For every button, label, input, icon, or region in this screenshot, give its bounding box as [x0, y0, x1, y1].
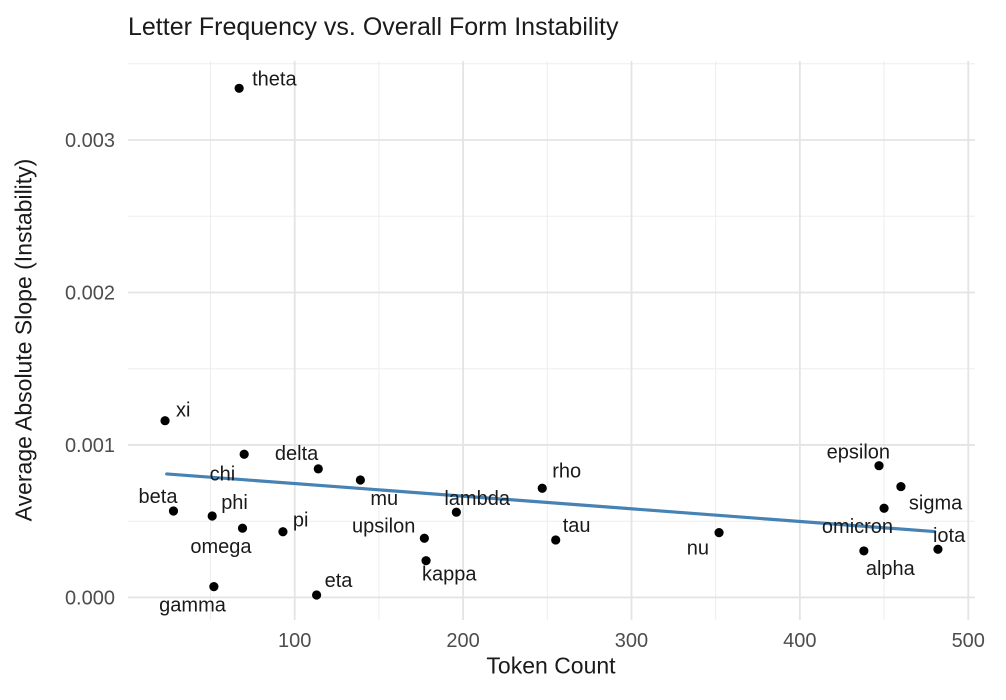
data-point — [207, 511, 217, 521]
data-point — [419, 533, 429, 543]
y-tick-label: 0.003 — [65, 130, 115, 152]
data-point — [551, 535, 561, 545]
point-label: omicron — [822, 516, 893, 538]
x-tick-label: 400 — [783, 630, 816, 652]
point-label: alpha — [866, 558, 916, 580]
point-label: rho — [552, 460, 581, 482]
trend-line — [165, 472, 937, 534]
x-axis-title: Token Count — [486, 652, 616, 679]
point-label: gamma — [159, 595, 227, 617]
point-label: nu — [687, 538, 709, 560]
point-label: kappa — [422, 564, 477, 586]
data-point — [237, 523, 248, 533]
point-label: epsilon — [827, 442, 890, 464]
point-label: iota — [933, 525, 966, 547]
y-tick-label: 0.001 — [65, 435, 115, 457]
x-tick-label: 500 — [952, 630, 985, 652]
data-point — [278, 527, 288, 537]
x-tick-label: 100 — [278, 630, 311, 652]
y-tick-label: 0.000 — [65, 587, 115, 609]
data-point — [451, 507, 461, 517]
y-tick-label: 0.002 — [65, 282, 115, 304]
data-point — [355, 475, 365, 485]
point-label: upsilon — [352, 515, 415, 537]
point-label: chi — [210, 463, 236, 485]
data-point — [879, 503, 889, 513]
data-point — [160, 416, 170, 426]
data-point — [234, 83, 244, 93]
point-label: eta — [325, 570, 354, 592]
x-tick-label: 300 — [615, 630, 648, 652]
data-point — [239, 449, 249, 459]
data-point — [313, 464, 323, 474]
data-point — [859, 546, 869, 556]
x-tick-label: 200 — [446, 630, 479, 652]
data-point — [874, 461, 884, 471]
data-point — [168, 506, 179, 516]
point-label: beta — [139, 486, 179, 508]
point-label: lambda — [444, 488, 510, 510]
point-label: delta — [275, 443, 319, 465]
point-label: phi — [221, 492, 248, 514]
point-label: pi — [293, 510, 309, 532]
point-label: tau — [563, 515, 591, 537]
data-point — [933, 544, 943, 554]
data-point — [421, 556, 431, 566]
chart-title: Letter Frequency vs. Overall Form Instab… — [128, 13, 619, 41]
point-label: theta — [252, 68, 297, 90]
point-label: xi — [176, 400, 190, 422]
point-label: sigma — [909, 493, 963, 515]
point-label: omega — [190, 536, 252, 558]
data-point — [311, 590, 322, 600]
data-point — [209, 582, 219, 592]
data-point — [537, 483, 547, 493]
data-point — [714, 528, 724, 538]
data-point — [896, 481, 906, 492]
point-label: mu — [370, 488, 398, 510]
